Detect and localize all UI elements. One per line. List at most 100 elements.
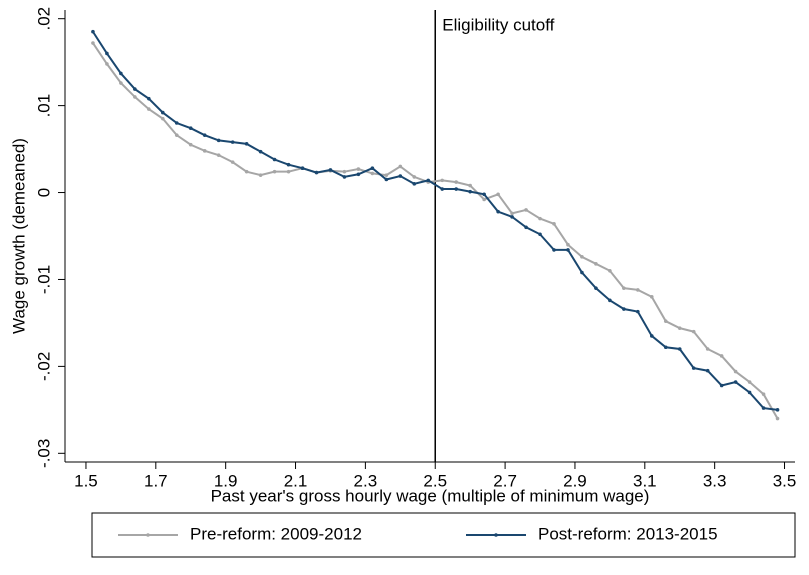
series-point — [761, 406, 766, 410]
series-point — [174, 121, 179, 125]
series-point — [440, 178, 445, 183]
series-point — [705, 368, 710, 373]
x-tick-label: 3.3 — [703, 471, 727, 490]
series-point — [594, 286, 598, 290]
series-point — [230, 160, 235, 164]
series-point — [538, 232, 542, 237]
series-point — [356, 172, 361, 177]
series-point — [188, 142, 193, 147]
series-point — [356, 167, 361, 171]
x-axis-title: Past year's gross hourly wage (multiple … — [211, 486, 650, 505]
series-point — [147, 96, 151, 101]
series-point — [133, 95, 137, 99]
legend-box — [91, 512, 796, 558]
series-point — [342, 175, 347, 179]
series-point — [566, 242, 570, 247]
series-point — [636, 309, 640, 314]
series-point — [216, 153, 221, 157]
series-point — [133, 87, 137, 91]
series-point — [552, 248, 556, 252]
series-point — [244, 142, 249, 146]
series-point — [747, 390, 752, 395]
series-point — [440, 187, 445, 191]
series-point — [258, 149, 263, 154]
series-point — [594, 262, 598, 266]
series-point — [580, 270, 584, 275]
series-point — [719, 354, 724, 358]
series-point — [398, 164, 403, 169]
series-point — [496, 209, 500, 214]
series-point — [202, 149, 207, 153]
y-tick-label: -.03 — [34, 439, 53, 468]
series-point — [691, 329, 696, 334]
series-point — [775, 408, 780, 412]
x-tick-label: 1.7 — [144, 471, 168, 490]
x-tick-label: 2.5 — [423, 471, 447, 490]
series-point — [733, 380, 738, 384]
series-point — [286, 169, 291, 174]
x-tick-label: 1.9 — [214, 471, 238, 490]
series-point — [538, 216, 542, 221]
series-point — [202, 133, 207, 137]
series-point — [747, 380, 752, 384]
series-point — [384, 173, 389, 177]
y-tick-label: .02 — [34, 7, 53, 31]
series-point — [468, 183, 472, 188]
series-point — [119, 71, 123, 76]
series-point — [636, 288, 640, 292]
legend-marker — [146, 533, 150, 537]
legend-marker — [494, 533, 498, 537]
series-point — [119, 81, 123, 85]
series-point — [524, 225, 528, 230]
x-tick-label: 3.5 — [773, 471, 797, 490]
series-point — [608, 268, 612, 273]
series-point — [580, 255, 584, 259]
series-point — [649, 295, 654, 299]
series-point — [230, 140, 235, 144]
legend-label: Pre-reform: 2009-2012 — [190, 524, 362, 543]
series-point — [496, 192, 500, 197]
series-point — [761, 392, 766, 397]
y-tick-label: -.02 — [34, 352, 53, 381]
series-point — [524, 208, 528, 212]
series-point — [677, 326, 682, 330]
series-point — [272, 169, 277, 174]
series-point — [775, 416, 780, 421]
series-point — [160, 110, 165, 115]
series-point — [174, 133, 179, 137]
series-point — [691, 366, 696, 370]
series-point — [733, 369, 738, 374]
series-line — [92, 42, 779, 420]
annotation: Eligibility cutoff — [442, 15, 554, 34]
x-tick-label: 2.1 — [284, 471, 308, 490]
series-point — [188, 126, 193, 131]
series-point — [314, 170, 319, 175]
series-point — [468, 189, 472, 194]
series-line — [92, 31, 778, 411]
series-point — [370, 171, 375, 176]
series-point — [649, 334, 654, 338]
series-point — [216, 138, 221, 143]
y-axis-title: Wage growth (demeaned) — [9, 138, 28, 334]
series-point — [412, 182, 417, 186]
series-point — [244, 169, 249, 174]
legend-label: Post-reform: 2013-2015 — [538, 524, 718, 543]
series-point — [663, 319, 668, 323]
series-point — [258, 173, 263, 177]
series-point — [300, 166, 305, 170]
series-point — [91, 29, 95, 34]
series-point — [426, 178, 431, 183]
x-tick-label: 2.3 — [354, 471, 378, 490]
series-point — [105, 62, 109, 66]
series-point — [272, 157, 277, 162]
x-tick-label: 2.9 — [563, 471, 587, 490]
series-point — [552, 222, 556, 226]
series-point — [663, 345, 668, 350]
series-point — [105, 51, 109, 56]
y-tick-label: 0 — [34, 188, 53, 197]
series-point — [384, 177, 389, 182]
series-point — [510, 215, 514, 219]
series-point — [91, 41, 95, 45]
series-point — [328, 168, 333, 172]
